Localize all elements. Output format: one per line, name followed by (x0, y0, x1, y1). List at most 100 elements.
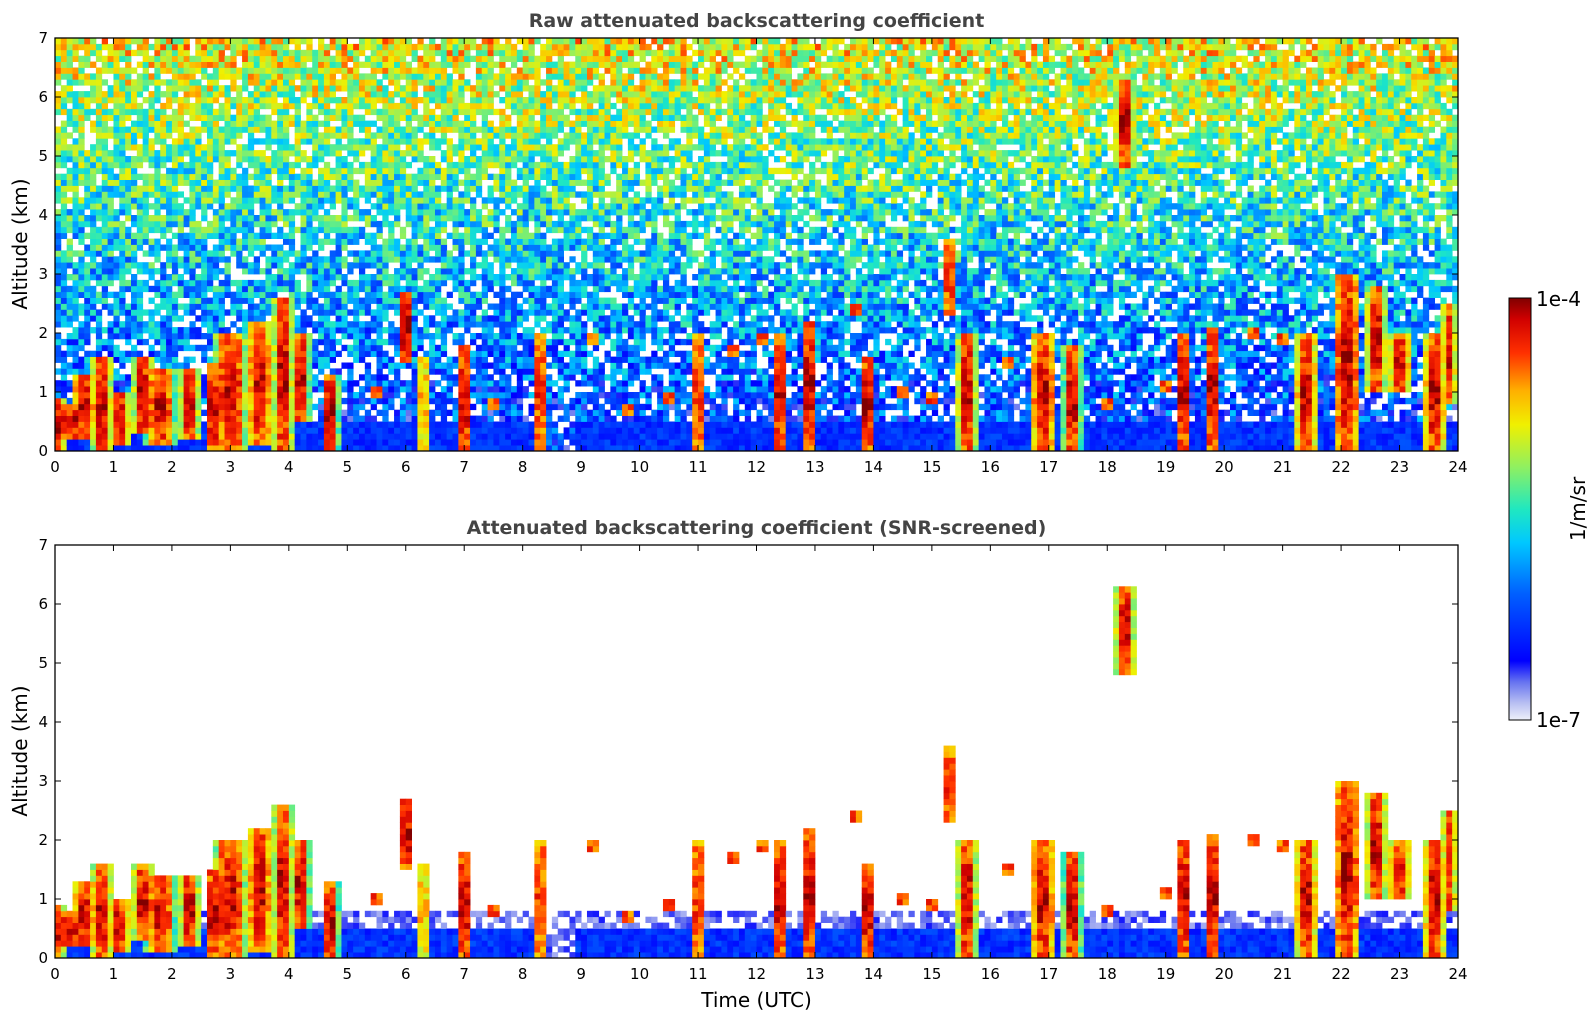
heatmap-cell (475, 191, 483, 198)
heatmap-cell (201, 356, 208, 363)
heatmap-cell (534, 285, 541, 293)
heatmap-cell (201, 55, 208, 62)
heatmap-cell (294, 97, 301, 104)
heatmap-cell (341, 397, 348, 405)
heatmap-cell (183, 79, 190, 86)
heatmap-cell (136, 350, 144, 357)
heatmap-cell (470, 150, 477, 157)
heatmap-cell (271, 43, 278, 51)
heatmap-cell (177, 232, 185, 239)
heatmap-cell (201, 43, 208, 51)
heatmap-cell (388, 97, 395, 104)
heatmap-cell (154, 291, 161, 298)
heatmap-cell (487, 102, 494, 110)
heatmap-cell (528, 262, 535, 269)
heatmap-cell (335, 427, 342, 434)
heatmap-cell (493, 344, 500, 352)
heatmap-cell (242, 238, 249, 245)
heatmap-cell (113, 126, 120, 133)
heatmap-cell (224, 374, 231, 381)
heatmap-cell (335, 156, 342, 163)
heatmap-cell (189, 285, 196, 293)
heatmap-cell (452, 144, 459, 151)
heatmap-cell (429, 409, 436, 416)
heatmap-cell (195, 415, 202, 422)
heatmap-cell (300, 256, 307, 263)
heatmap-cell (522, 262, 529, 269)
heatmap-cell (323, 374, 331, 381)
heatmap-cell (136, 43, 144, 51)
heatmap-cell (72, 102, 79, 110)
heatmap-cell (323, 238, 331, 245)
heatmap-cell (329, 374, 336, 381)
heatmap-cell (212, 185, 220, 192)
heatmap-cell (411, 215, 418, 222)
heatmap-cell (195, 244, 202, 251)
heatmap-cell (78, 338, 85, 346)
heatmap-cell (230, 220, 237, 228)
heatmap-cell (55, 97, 62, 104)
heatmap-cell (218, 49, 225, 57)
heatmap-cell (154, 279, 161, 287)
heatmap-cell (318, 262, 325, 269)
heatmap-cell (423, 161, 430, 169)
heatmap-cell (370, 85, 377, 92)
heatmap-cell (429, 421, 436, 428)
heatmap-cell (78, 238, 85, 245)
heatmap-cell (353, 421, 360, 428)
heatmap-cell (347, 279, 354, 287)
heatmap-cell (177, 303, 185, 310)
heatmap-cell (522, 132, 529, 139)
heatmap-cell (388, 61, 395, 68)
heatmap-cell (119, 73, 126, 80)
heatmap-cell (206, 156, 214, 163)
heatmap-cell (452, 85, 459, 92)
heatmap-cell (282, 333, 290, 340)
heatmap-cell (125, 43, 132, 51)
heatmap-cell (493, 61, 500, 68)
heatmap-cell (516, 138, 524, 145)
heatmap-cell (218, 61, 225, 68)
heatmap-cell (323, 439, 331, 446)
heatmap-cell (394, 303, 401, 310)
heatmap-cell (534, 238, 541, 245)
heatmap-cell (499, 315, 506, 322)
heatmap-cell (277, 427, 284, 434)
heatmap-cell (206, 427, 214, 434)
heatmap-cell (247, 350, 255, 357)
heatmap-cell (142, 49, 149, 57)
heatmap-cell (277, 285, 284, 293)
heatmap-cell (335, 102, 342, 110)
heatmap-cell (84, 108, 91, 116)
heatmap-cell (125, 85, 132, 92)
heatmap-cell (382, 415, 389, 422)
heatmap-cell (394, 138, 401, 145)
heatmap-cell (90, 244, 97, 251)
heatmap-cell (475, 97, 483, 104)
heatmap-cell (347, 403, 354, 411)
heatmap-cell (464, 238, 471, 245)
heatmap-cell (72, 433, 79, 440)
heatmap-cell (253, 215, 261, 222)
heatmap-cell (95, 185, 103, 192)
heatmap-cell (107, 291, 114, 298)
heatmap-cell (481, 333, 488, 340)
heatmap-cell (253, 38, 261, 45)
heatmap-cell (358, 403, 366, 411)
heatmap-cell (411, 173, 418, 180)
heatmap-cell (294, 268, 301, 275)
heatmap-cell (493, 79, 500, 86)
heatmap-cell (434, 226, 442, 234)
heatmap-cell (271, 297, 278, 304)
heatmap-cell (282, 91, 290, 98)
heatmap-cell (394, 85, 401, 92)
heatmap-cell (265, 368, 272, 375)
heatmap-cell (195, 380, 202, 387)
heatmap-cell (294, 179, 301, 186)
heatmap-cell (277, 144, 284, 151)
heatmap-cell (189, 262, 196, 269)
heatmap-cell (113, 156, 120, 163)
heatmap-cell (201, 285, 208, 293)
heatmap-cell (113, 97, 120, 104)
heatmap-cell (394, 55, 401, 62)
